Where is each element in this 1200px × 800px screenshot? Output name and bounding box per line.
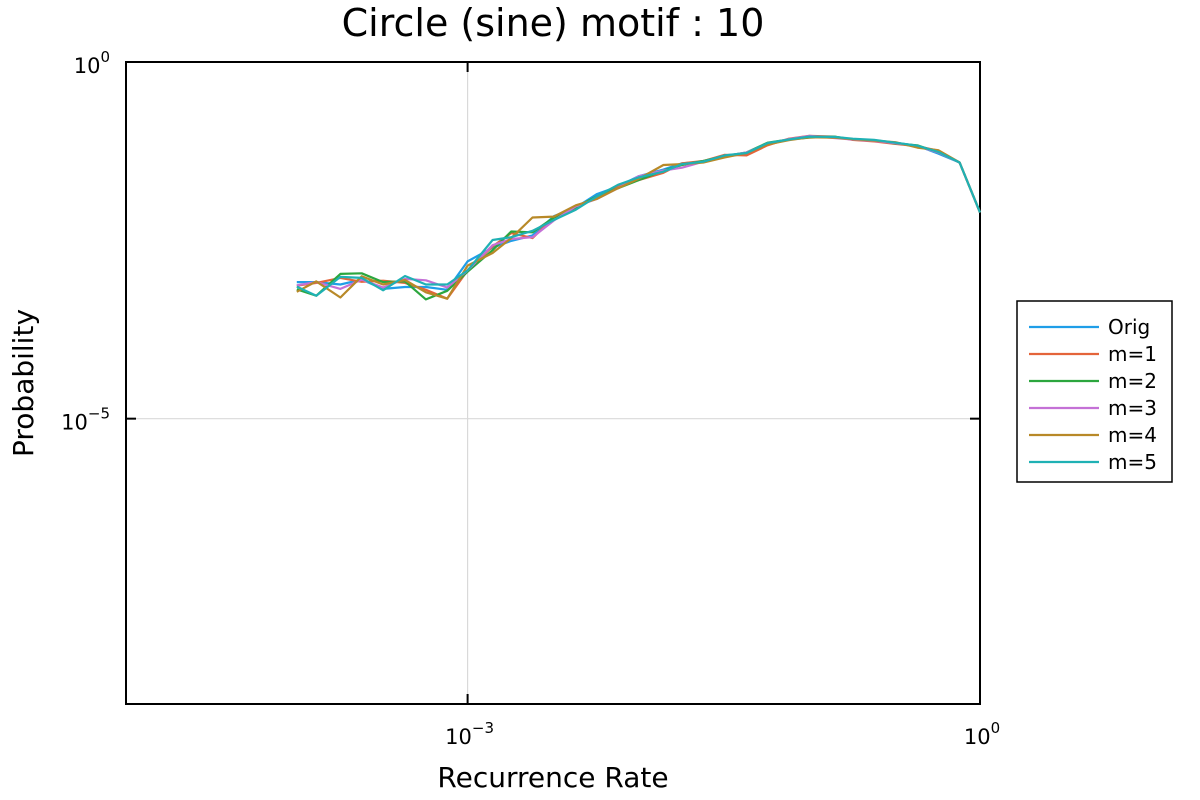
chart-title: Circle (sine) motif : 10 [342,1,765,45]
legend-label: m=5 [1108,450,1157,474]
x-tick-label: 10−3 [445,719,494,749]
y-tick-label: 100 [74,48,110,78]
series-line-m-3 [296,134,982,290]
legend-label: m=1 [1108,342,1157,366]
series-layer [296,134,982,301]
series-line-orig [296,135,982,291]
grid-lines [126,62,980,704]
axis-ticks: 10−3 100 10−5 100 [61,48,1000,749]
x-tick-label: 100 [964,719,1000,749]
x-axis-label: Recurrence Rate [437,761,668,794]
legend: Orig m=1 m=2 m=3 m=4 m=5 [1016,300,1173,483]
series-line-m-2 [296,135,982,301]
legend-label: m=2 [1108,369,1157,393]
series-line-m-5 [296,135,982,297]
series-line-m-4 [296,136,982,300]
y-tick-label: 10−5 [61,405,110,435]
legend-label: m=4 [1108,423,1157,447]
y-axis-label: Probability [7,309,40,457]
legend-label: m=3 [1108,396,1157,420]
plot-frame [125,61,981,705]
legend-label: Orig [1108,315,1150,339]
series-line-m-1 [296,134,982,300]
legend-box [1016,300,1173,483]
